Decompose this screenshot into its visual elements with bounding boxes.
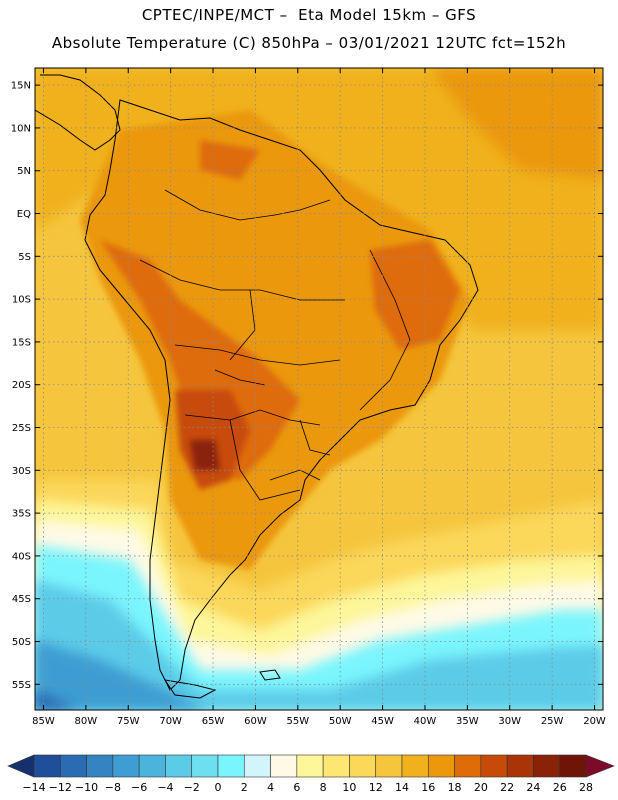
lat-label: 25S xyxy=(12,423,31,434)
colorbar-swatch xyxy=(401,754,429,778)
colorbar-swatch xyxy=(506,754,534,778)
colorbar-swatch xyxy=(86,754,114,778)
colorbar-swatch xyxy=(375,754,403,778)
lat-label: 35S xyxy=(12,509,31,520)
colorbar-under-triangle xyxy=(7,754,35,778)
lat-label: 55S xyxy=(12,680,31,691)
tierra-del-fuego xyxy=(163,679,217,699)
temperature-field xyxy=(35,68,603,710)
colorbar-swatch xyxy=(243,754,271,778)
lon-label: 65W xyxy=(202,716,225,727)
latitude-axis: 15N 10N 5N EQ 5S 10S 15S 20S 25S 30S 35S 40S 45S 50S 5… xyxy=(11,81,603,691)
coastline-layer xyxy=(35,74,479,699)
colorbar-swatch xyxy=(33,754,61,778)
colorbar-swatch xyxy=(559,754,587,778)
colorbar-label: 22 xyxy=(500,781,514,794)
colorbar-label: −8 xyxy=(105,781,121,794)
lat-label: 5N xyxy=(17,166,31,177)
colorbar-label: 8 xyxy=(320,781,327,794)
lon-label: 40W xyxy=(414,716,437,727)
colorbar-label: 16 xyxy=(421,781,435,794)
lon-label: 85W xyxy=(32,716,55,727)
field-band-20-land xyxy=(80,110,470,570)
colorbar-label: 6 xyxy=(293,781,300,794)
chart-title-line-1: CPTEC/INPE/MCT – Eta Model 15km – GFS xyxy=(141,6,477,24)
colorbar-label: 28 xyxy=(579,781,593,794)
falkland-islands xyxy=(259,669,281,681)
colorbar-label: 12 xyxy=(369,781,383,794)
chart-title-line-2: Absolute Temperature (C) 850hPa – 03/01/… xyxy=(51,34,567,52)
colorbar-label: 26 xyxy=(553,781,567,794)
colorbar-swatch xyxy=(296,754,324,778)
colorbar-swatch xyxy=(112,754,140,778)
lon-label: 50W xyxy=(329,716,352,727)
lon-label: 20W xyxy=(583,716,606,727)
colorbar-over-triangle xyxy=(585,754,615,778)
lat-label: 45S xyxy=(12,594,31,605)
colorbar-label: 24 xyxy=(526,781,540,794)
colorbar-swatch xyxy=(322,754,350,778)
lon-label: 25W xyxy=(541,716,564,727)
colorbar-swatch xyxy=(349,754,377,778)
colorbar-label: −12 xyxy=(49,781,72,794)
lon-label: 35W xyxy=(456,716,479,727)
lon-label: 60W xyxy=(244,716,267,727)
colorbar-swatch xyxy=(217,754,245,778)
colorbar-swatch xyxy=(191,754,219,778)
colorbar-swatch xyxy=(427,754,455,778)
lon-label: 30W xyxy=(498,716,521,727)
lon-label: 45W xyxy=(371,716,394,727)
lon-label: 70W xyxy=(159,716,182,727)
colorbar-label: −4 xyxy=(157,781,173,794)
colorbar-label: 10 xyxy=(342,781,356,794)
colorbar-label: 0 xyxy=(215,781,222,794)
lon-label: 55W xyxy=(286,716,309,727)
lon-label: 75W xyxy=(117,716,140,727)
colorbar-label: 18 xyxy=(448,781,462,794)
graticule xyxy=(35,68,603,710)
lat-label: 15N xyxy=(11,81,31,92)
colorbar-label: −10 xyxy=(75,781,98,794)
lat-label: 10S xyxy=(12,295,31,306)
colorbar-swatch xyxy=(454,754,482,778)
colorbar-swatch xyxy=(165,754,193,778)
field-band-minus6-southwest xyxy=(35,640,210,710)
lat-label: EQ xyxy=(17,209,31,220)
colorbar-swatch xyxy=(480,754,508,778)
lon-label: 80W xyxy=(75,716,98,727)
country-borders xyxy=(139,189,411,501)
colorbar-label: −2 xyxy=(184,781,200,794)
lat-label: 5S xyxy=(18,252,31,263)
map-frame xyxy=(34,67,604,711)
field-band-22-northeast xyxy=(370,240,460,350)
colorbar-swatch xyxy=(59,754,87,778)
lat-label: 15S xyxy=(12,337,31,348)
colorbar-label: 14 xyxy=(395,781,409,794)
lat-label: 40S xyxy=(12,551,31,562)
lat-label: 10N xyxy=(11,123,31,134)
lat-label: 30S xyxy=(12,466,31,477)
central-america-coastline xyxy=(35,74,121,151)
south-america-coastline xyxy=(84,99,479,691)
field-band-minus10-southwest xyxy=(35,690,80,710)
longitude-axis: 85W 80W 75W 70W 65W 60W 55W 50W 45W 40W 35W 30W 25W 2… xyxy=(32,68,606,727)
field-band-22-guiana xyxy=(200,140,260,180)
colorbar-label: 4 xyxy=(267,781,274,794)
field-band-28-core xyxy=(190,440,220,470)
colorbar-label: 2 xyxy=(241,781,248,794)
colorbar-swatch xyxy=(533,754,561,778)
colorbar-label: 20 xyxy=(474,781,488,794)
colorbar-label: −14 xyxy=(22,781,45,794)
field-band-2-south xyxy=(35,580,603,710)
lat-label: 20S xyxy=(12,380,31,391)
lat-label: 50S xyxy=(12,637,31,648)
color-scale-bar: −14 −12 −10 −8 −6 −4 −2 0 2 4 6 8 10 12 14 16 18 20 22 24 26… xyxy=(7,754,615,794)
field-band-22-land xyxy=(100,240,300,480)
colorbar-swatch xyxy=(138,754,166,778)
colorbar-label: −6 xyxy=(131,781,147,794)
colorbar-swatch xyxy=(270,754,298,778)
field-band-20-caribbean xyxy=(430,68,603,180)
